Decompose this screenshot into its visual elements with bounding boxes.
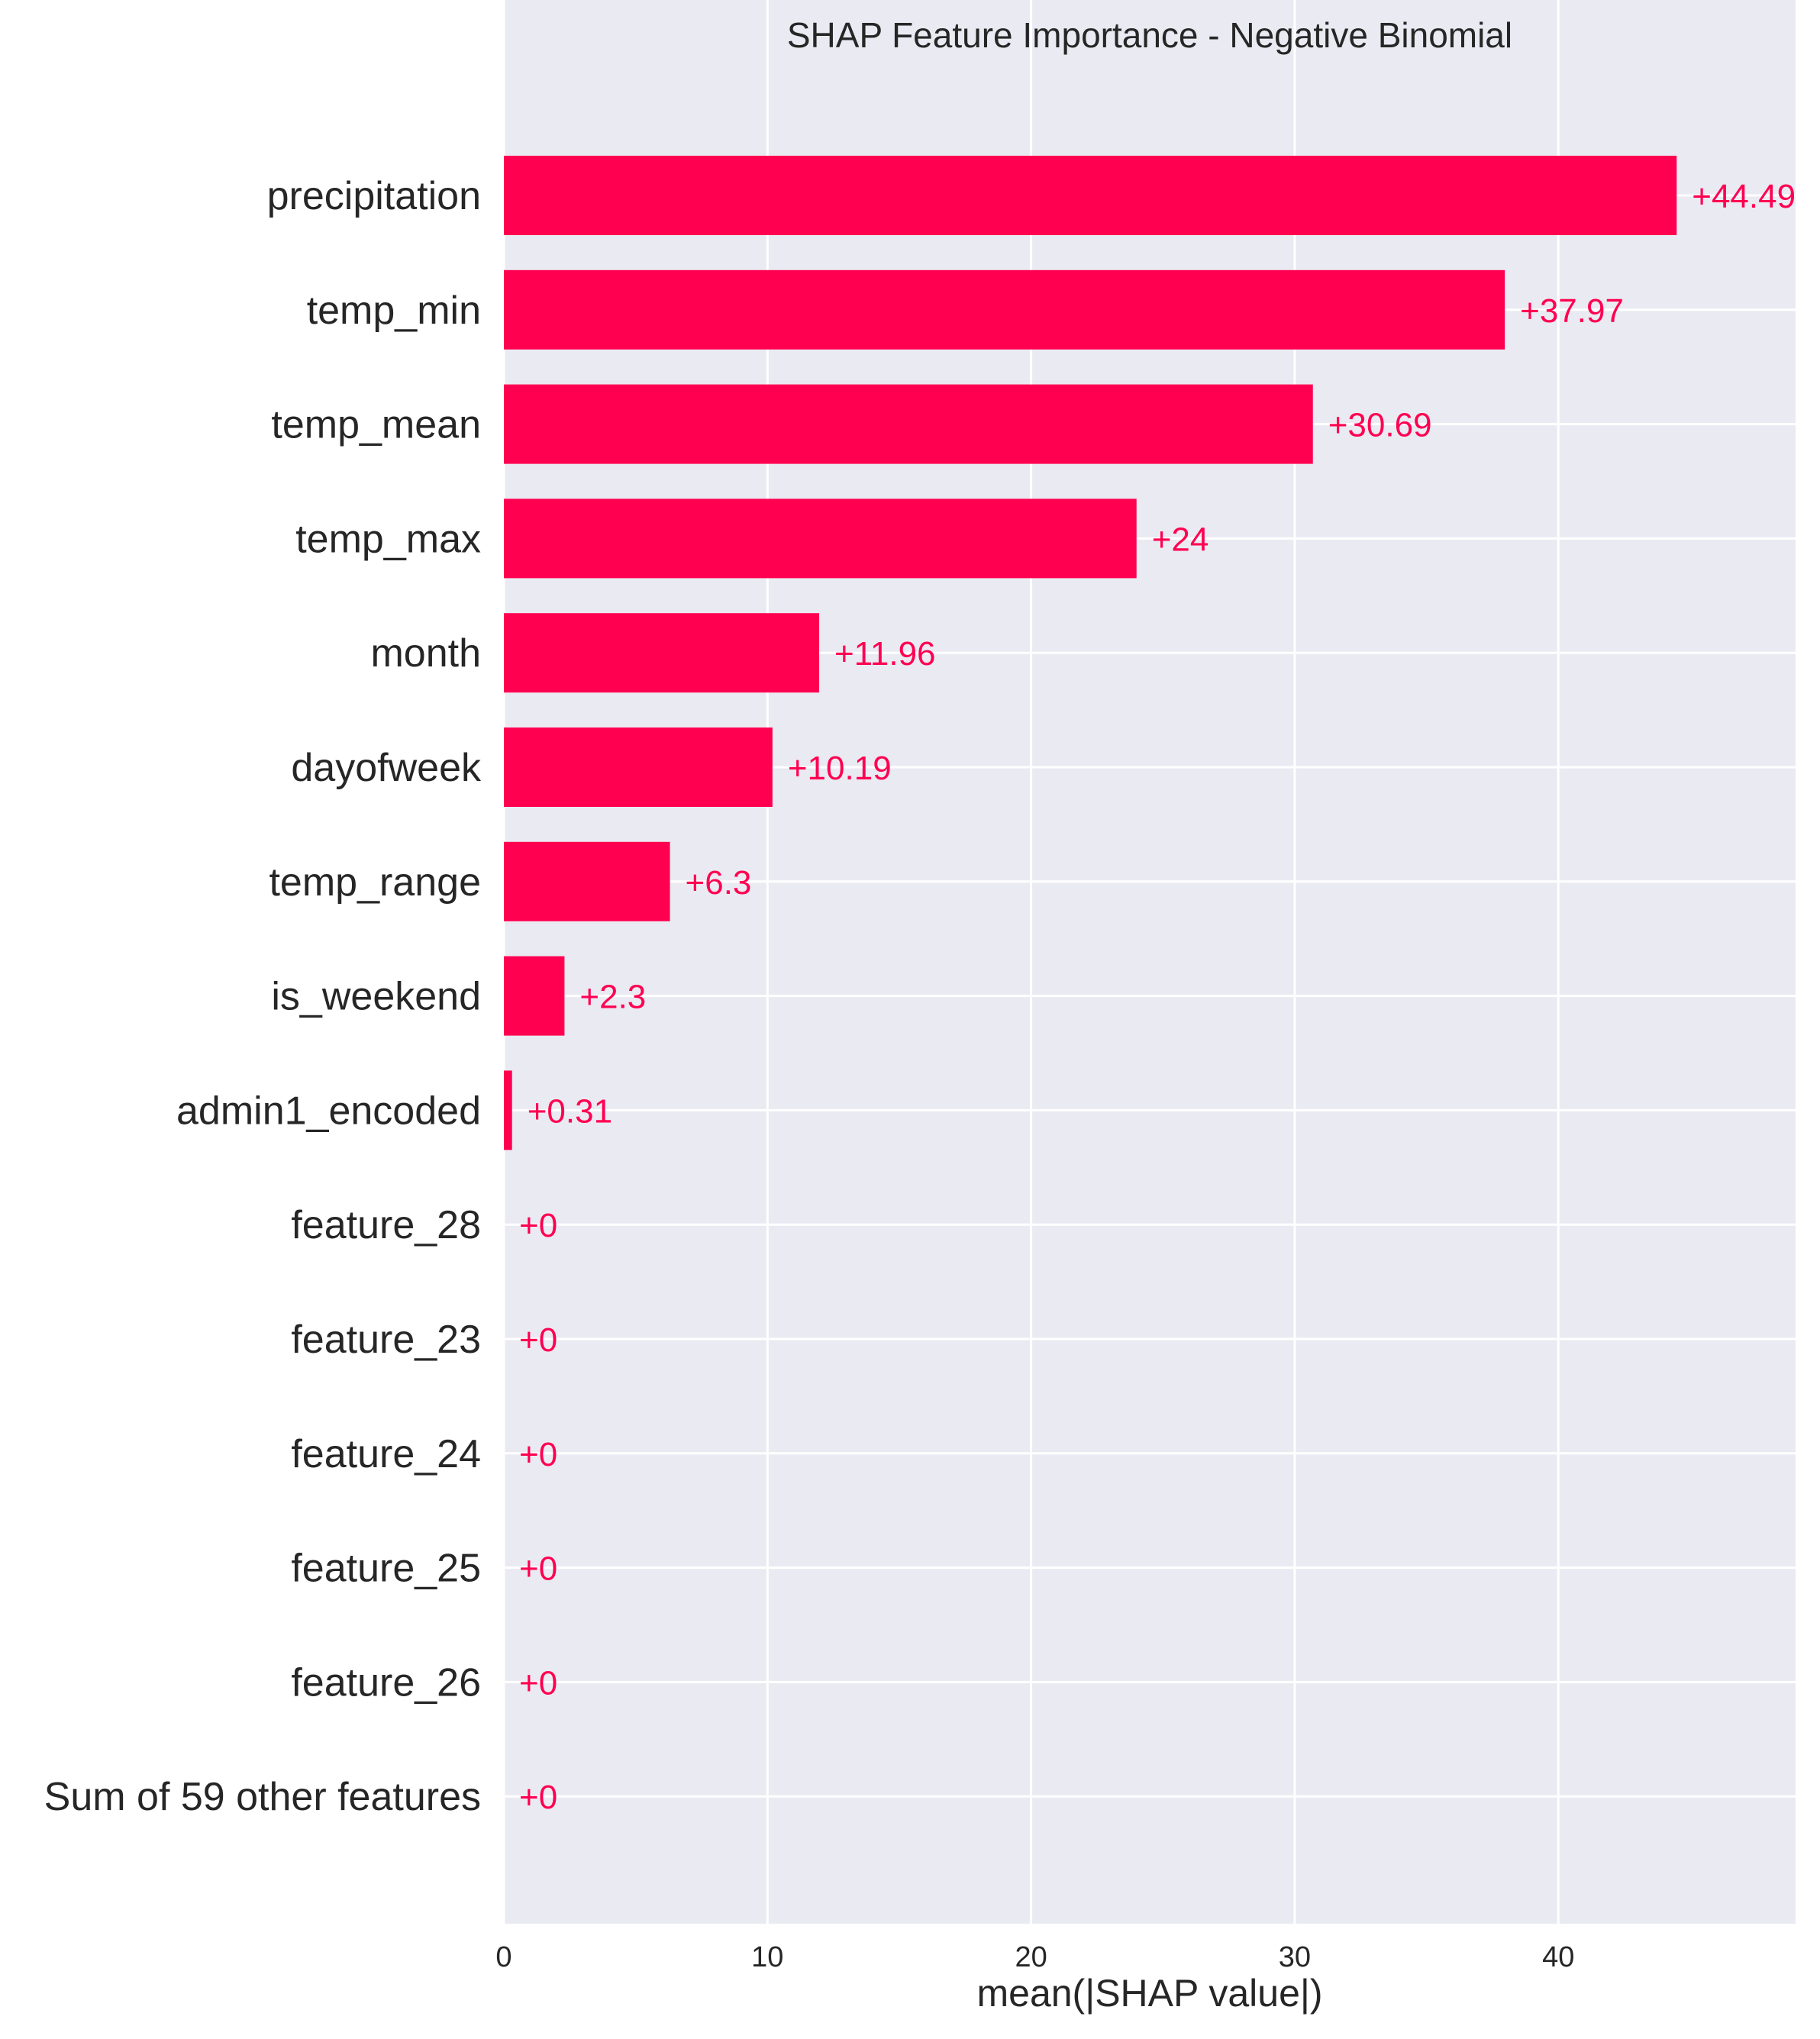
category-label: month [370,631,481,676]
value-label: +2.3 [579,979,646,1016]
category-label: feature_28 [291,1203,481,1247]
category-label: admin1_encoded [176,1089,481,1133]
bar-dayofweek [504,728,773,807]
value-label: +37.97 [1520,292,1624,330]
value-labels: +44.49 +37.97 +30.69 +24 +11.96 +10.19 +6.3 +2.… [519,178,1796,1816]
value-label: +6.3 [686,864,752,902]
x-tick-label: 20 [1015,1941,1047,1973]
category-label: precipitation [267,174,481,218]
chart-title: SHAP Feature Importance - Negative Binom… [787,15,1512,55]
bar-admin1_encoded [504,1070,512,1150]
bars [504,156,1677,1150]
category-label: is_weekend [271,975,481,1019]
bar-temp_range [504,841,670,921]
value-label: +10.19 [788,750,892,787]
category-label: temp_min [307,289,481,333]
x-axis-label: mean(|SHAP value|) [976,1972,1322,2015]
value-label: +0 [519,1321,557,1359]
value-label: +0 [519,1779,557,1816]
x-tick-label: 30 [1279,1941,1311,1973]
category-label: temp_range [269,860,481,905]
value-label: +0 [519,1664,557,1702]
value-label: +0 [519,1550,557,1588]
value-label: +11.96 [834,635,936,673]
category-labels: precipitation temp_min temp_mean temp_maxmo… [44,174,482,1819]
category-label: dayofweek [291,746,482,790]
value-label: +0 [519,1207,557,1244]
category-label: feature_25 [291,1547,481,1591]
bar-is_weekend [504,956,565,1036]
bar-precipitation [504,156,1677,235]
bar-temp_mean [504,384,1313,464]
category-label: temp_mean [271,403,481,447]
category-label: Sum of 59 other features [44,1775,481,1819]
bar-month [504,613,819,693]
x-tick-label: 10 [751,1941,783,1973]
value-label: +44.49 [1692,178,1796,215]
category-label: feature_24 [291,1432,481,1476]
value-label: +0.31 [528,1092,612,1130]
x-tick-labels: 0 10 20 30 40 [495,1941,1574,1973]
category-label: feature_23 [291,1318,481,1362]
value-label: +0 [519,1436,557,1473]
category-label: temp_max [295,517,481,561]
value-label: +30.69 [1328,407,1432,444]
x-tick-label: 0 [495,1941,511,1973]
bar-temp_max [504,498,1137,579]
x-tick-label: 40 [1542,1941,1574,1973]
value-label: +24 [1152,521,1209,558]
category-label: feature_26 [291,1660,481,1705]
bar-temp_min [504,269,1505,350]
